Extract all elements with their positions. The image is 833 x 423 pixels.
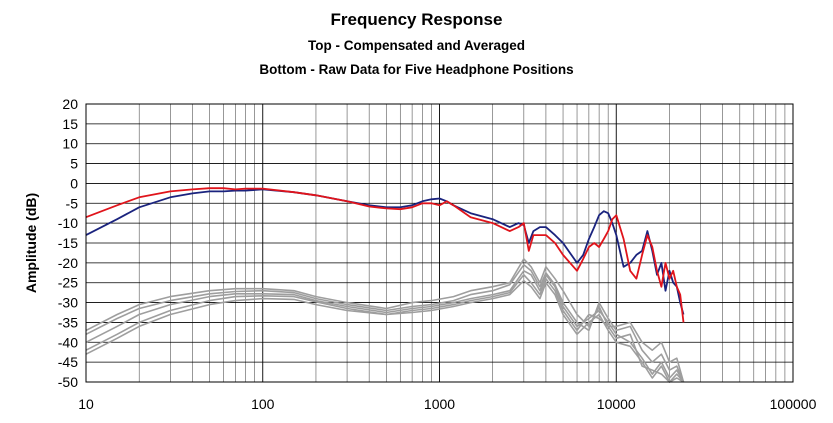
x-tick-label: 1000 <box>424 396 455 412</box>
raw-data-line <box>85 273 685 383</box>
y-tick-label: -15 <box>58 235 78 251</box>
y-tick-label: 5 <box>70 156 78 172</box>
x-tick-label: 100 <box>251 396 275 412</box>
raw-data-line <box>85 258 685 383</box>
y-tick-label: -45 <box>58 354 78 370</box>
y-tick-label: -10 <box>58 215 78 231</box>
plot-frame <box>85 103 794 383</box>
x-tick-label: 10 <box>78 396 94 412</box>
compensated-line <box>85 187 685 323</box>
x-tick-label: 10000 <box>597 396 636 412</box>
raw-data-line <box>85 279 684 383</box>
y-tick-label: -25 <box>58 275 78 291</box>
y-tick-label: -30 <box>58 295 78 311</box>
y-tick-label: -20 <box>58 255 78 271</box>
y-tick-label: 15 <box>62 116 78 132</box>
y-tick-label: -35 <box>58 314 78 330</box>
chart-subtitle-line-2: Bottom - Raw Data for Five Headphone Pos… <box>259 62 574 77</box>
raw-data-line <box>85 269 685 383</box>
raw-data-line <box>85 263 685 383</box>
y-tick-label: -40 <box>58 334 78 350</box>
y-tick-label: 0 <box>70 175 78 191</box>
y-tick-label: 20 <box>62 96 78 112</box>
y-tick-label: 10 <box>62 136 78 152</box>
x-tick-label: 100000 <box>770 396 817 412</box>
chart-subtitle-line-1: Top - Compensated and Averaged <box>307 38 526 53</box>
x-tick-labels: 10 100 1000 10000 100000 <box>78 396 816 412</box>
series-group <box>85 187 685 383</box>
y-tick-label: -50 <box>58 374 78 390</box>
chart-title: Frequency Response <box>330 10 503 29</box>
grid <box>85 103 793 383</box>
y-axis-label: Amplitude (dB) <box>23 193 39 293</box>
y-tick-label: -5 <box>66 195 79 211</box>
